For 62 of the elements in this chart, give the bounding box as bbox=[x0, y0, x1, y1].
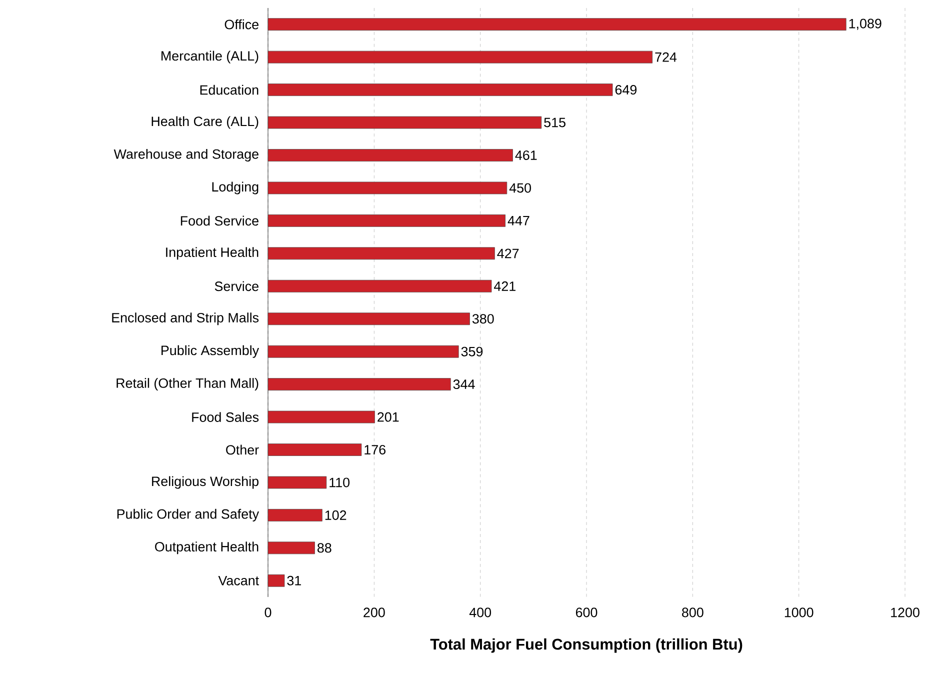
x-tick-label: 800 bbox=[682, 608, 704, 618]
bar bbox=[268, 182, 508, 194]
bar bbox=[268, 280, 492, 292]
data-label: 649 bbox=[615, 85, 637, 95]
y-tick-label: Other bbox=[226, 444, 259, 455]
y-tick-label: Retail (Other Than Mall) bbox=[116, 378, 258, 391]
data-label: 31 bbox=[287, 576, 301, 586]
data-label: 344 bbox=[453, 380, 475, 390]
y-tick-label: Food Service bbox=[180, 216, 258, 226]
y-tick-label: Enclosed and Strip Malls bbox=[112, 312, 259, 326]
bar bbox=[268, 574, 285, 587]
x-tick-label: 1200 bbox=[891, 608, 920, 618]
bar bbox=[268, 312, 470, 326]
y-tick-label: Service bbox=[214, 281, 258, 292]
y-tick-label: Public Order and Safety bbox=[117, 508, 260, 522]
data-label: 110 bbox=[330, 478, 350, 488]
y-tick-label: Food Sales bbox=[192, 412, 259, 422]
y-tick-label: Inpatient Health bbox=[166, 247, 258, 260]
bar bbox=[268, 116, 542, 129]
bar bbox=[268, 50, 653, 64]
bar bbox=[268, 214, 506, 227]
data-label: 447 bbox=[508, 216, 530, 226]
x-tick-label: 600 bbox=[576, 608, 598, 618]
bar bbox=[268, 542, 315, 554]
x-axis-title: Total Major Fuel Consumption (trillion Btu) bbox=[430, 638, 742, 653]
data-label: 421 bbox=[494, 281, 516, 291]
data-label: 461 bbox=[515, 150, 537, 160]
data-label: 427 bbox=[497, 248, 519, 258]
y-tick-label: Outpatient Health bbox=[155, 542, 258, 554]
bar bbox=[268, 345, 459, 358]
y-tick-label: Vacant bbox=[218, 576, 259, 586]
bar bbox=[268, 149, 513, 162]
data-label: 359 bbox=[461, 346, 483, 356]
x-tick-label: 400 bbox=[469, 608, 492, 618]
y-tick-label: Health Care (ALL) bbox=[152, 116, 258, 129]
data-label: 201 bbox=[378, 412, 399, 422]
bar bbox=[268, 508, 322, 522]
bar bbox=[268, 410, 375, 424]
y-tick-label: Lodging bbox=[212, 182, 258, 194]
data-label: 515 bbox=[544, 118, 566, 128]
bar bbox=[268, 247, 495, 260]
data-label: 1,089 bbox=[849, 18, 882, 30]
data-label: 380 bbox=[472, 314, 494, 324]
bar bbox=[268, 444, 362, 456]
bar bbox=[268, 84, 613, 96]
bar bbox=[268, 378, 451, 390]
data-label: 88 bbox=[318, 543, 332, 553]
y-tick-label: Mercantile (ALL) bbox=[162, 50, 258, 64]
bar bbox=[268, 476, 327, 489]
x-tick-label: 1000 bbox=[784, 608, 814, 618]
y-tick-label: Religious Worship bbox=[152, 476, 258, 489]
data-label: 176 bbox=[364, 444, 386, 454]
y-tick-label: Office bbox=[224, 19, 258, 30]
data-label: 450 bbox=[509, 183, 531, 193]
data-label: 724 bbox=[655, 52, 677, 62]
y-tick-label: Public Assembly bbox=[162, 345, 260, 358]
y-tick-label: Education bbox=[200, 84, 258, 95]
x-tick-label: 200 bbox=[364, 608, 385, 618]
data-label: 102 bbox=[325, 510, 346, 520]
y-tick-label: Warehouse and Storage bbox=[114, 148, 258, 162]
x-tick-label: 0 bbox=[264, 608, 272, 618]
bar bbox=[268, 18, 846, 31]
